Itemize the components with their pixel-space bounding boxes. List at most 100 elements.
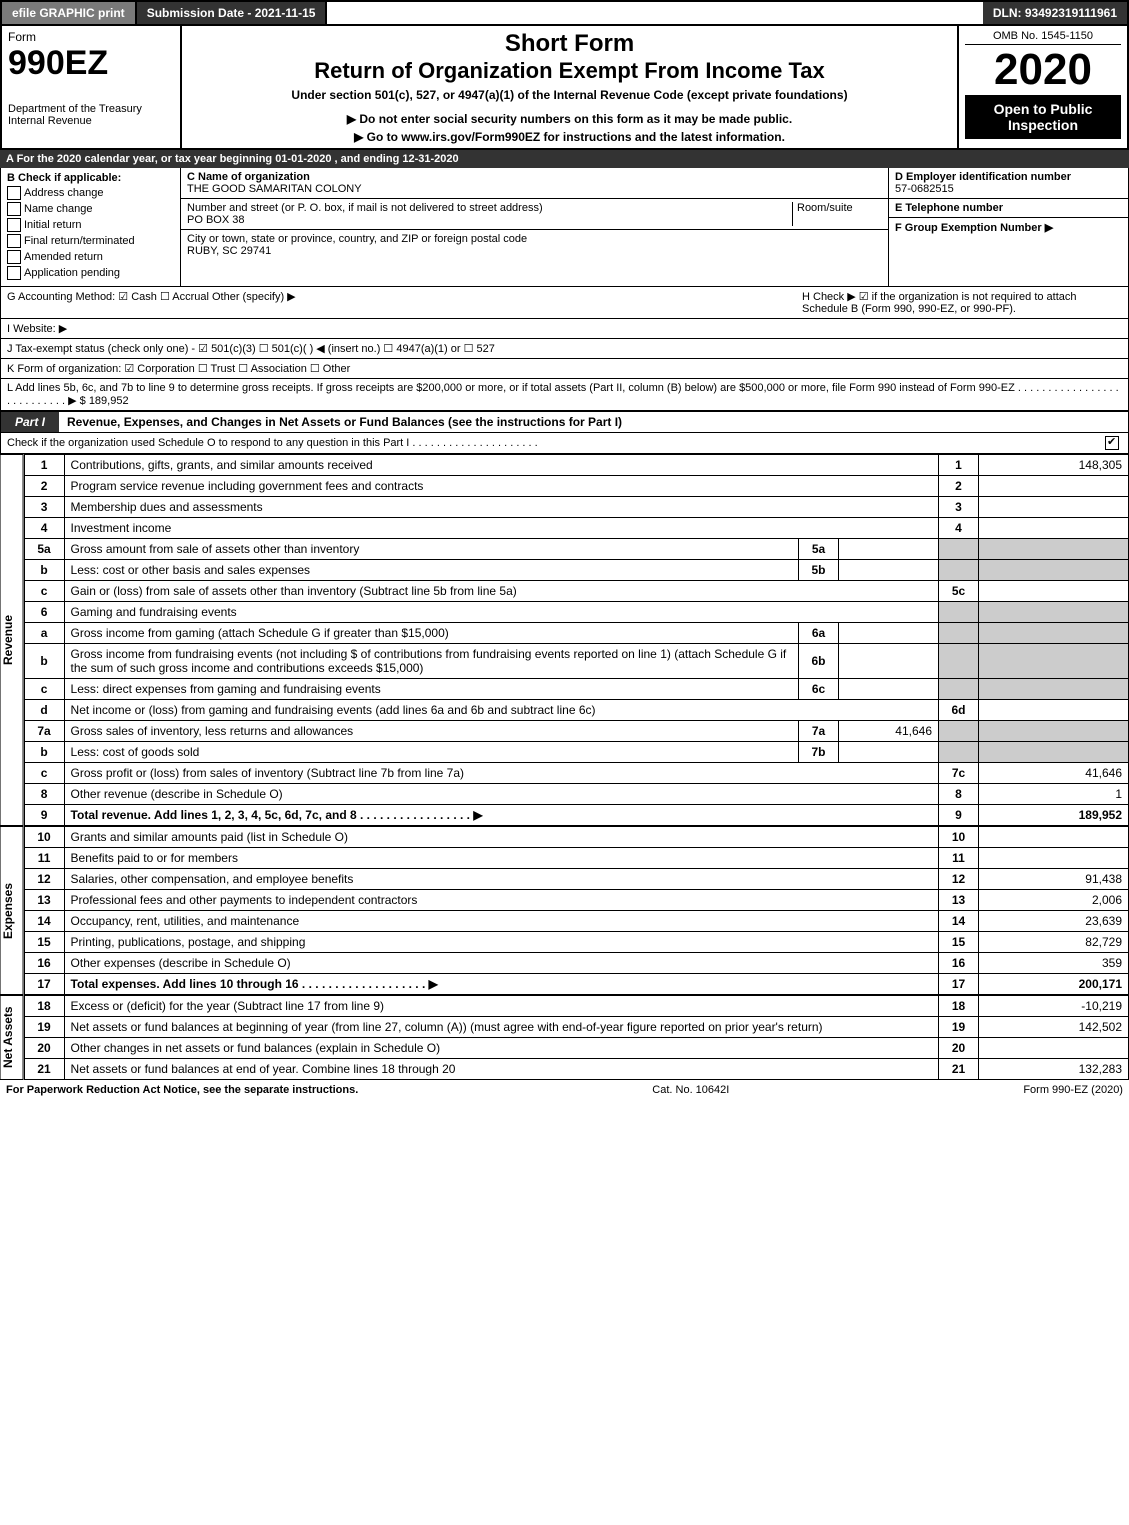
table-row: 20Other changes in net assets or fund ba… [24, 1038, 1128, 1059]
net-assets-label-vertical: Net Assets [0, 995, 24, 1080]
table-row: 5aGross amount from sale of assets other… [24, 539, 1128, 560]
line-number: 19 [24, 1017, 64, 1038]
table-row: 16Other expenses (describe in Schedule O… [24, 953, 1128, 974]
line-amount [979, 848, 1129, 869]
check-final-return[interactable]: Final return/terminated [7, 234, 174, 248]
city-label: City or town, state or province, country… [187, 233, 527, 245]
form-number: 990EZ [8, 44, 174, 83]
sub-line-number: 6a [799, 623, 839, 644]
line-number: 16 [24, 953, 64, 974]
line-ref-shaded [939, 644, 979, 679]
check-name-change[interactable]: Name change [7, 202, 174, 216]
table-row: 19Net assets or fund balances at beginni… [24, 1017, 1128, 1038]
line-description: Net assets or fund balances at beginning… [64, 1017, 938, 1038]
subtitle: Under section 501(c), 527, or 4947(a)(1)… [188, 88, 951, 102]
line-number: 1 [24, 455, 64, 476]
irs-label: Internal Revenue [8, 115, 174, 127]
line-description: Total expenses. Add lines 10 through 16 … [64, 974, 938, 995]
table-row: dNet income or (loss) from gaming and fu… [24, 700, 1128, 721]
check-initial-return[interactable]: Initial return [7, 218, 174, 232]
line-amount-shaded [979, 742, 1129, 763]
schedule-o-checkbox[interactable] [1105, 436, 1119, 450]
net-assets-table: 18Excess or (deficit) for the year (Subt… [24, 995, 1129, 1080]
line-description: Gross income from fundraising events (no… [64, 644, 798, 679]
sub-line-amount [839, 742, 939, 763]
table-row: 21Net assets or fund balances at end of … [24, 1059, 1128, 1080]
line-amount [979, 581, 1129, 602]
line-amount: 91,438 [979, 869, 1129, 890]
efile-print-button[interactable]: efile GRAPHIC print [2, 2, 137, 24]
line-ref: 12 [939, 869, 979, 890]
line-ref-shaded [939, 623, 979, 644]
schedule-b-check: H Check ▶ ☑ if the organization is not r… [802, 290, 1122, 315]
right-info-col: D Employer identification number 57-0682… [888, 168, 1128, 286]
tax-exempt-status: J Tax-exempt status (check only one) - ☑… [0, 339, 1129, 359]
line-number: 14 [24, 911, 64, 932]
table-row: cGross profit or (loss) from sales of in… [24, 763, 1128, 784]
addr-label: Number and street (or P. O. box, if mail… [187, 202, 543, 214]
line-description: Net income or (loss) from gaming and fun… [64, 700, 938, 721]
line-description: Excess or (deficit) for the year (Subtra… [64, 996, 938, 1017]
revenue-table: 1Contributions, gifts, grants, and simil… [24, 454, 1129, 826]
page-footer: For Paperwork Reduction Act Notice, see … [0, 1080, 1129, 1100]
open-to-public: Open to Public Inspection [965, 95, 1121, 139]
part-i-check-text: Check if the organization used Schedule … [7, 437, 1105, 449]
line-number: 11 [24, 848, 64, 869]
form-word: Form [8, 30, 174, 44]
box-b-title: B Check if applicable: [7, 172, 174, 184]
line-ref: 13 [939, 890, 979, 911]
table-row: bLess: cost or other basis and sales exp… [24, 560, 1128, 581]
line-amount [979, 700, 1129, 721]
table-row: 7aGross sales of inventory, less returns… [24, 721, 1128, 742]
table-row: 13Professional fees and other payments t… [24, 890, 1128, 911]
line-description: Less: cost of goods sold [64, 742, 798, 763]
part-i-header: Part I Revenue, Expenses, and Changes in… [0, 411, 1129, 433]
line-number: 20 [24, 1038, 64, 1059]
line-amount: 148,305 [979, 455, 1129, 476]
omb-number: OMB No. 1545-1150 [965, 30, 1121, 45]
sub-line-amount: 41,646 [839, 721, 939, 742]
line-ref-shaded [939, 602, 979, 623]
goto-link[interactable]: ▶ Go to www.irs.gov/Form990EZ for instru… [188, 130, 951, 144]
line-description: Occupancy, rent, utilities, and maintena… [64, 911, 938, 932]
sub-line-amount [839, 623, 939, 644]
form-header: Form 990EZ Department of the Treasury In… [0, 26, 1129, 150]
sub-line-number: 6c [799, 679, 839, 700]
main-title: Return of Organization Exempt From Incom… [188, 58, 951, 84]
line-description: Other changes in net assets or fund bala… [64, 1038, 938, 1059]
table-row: 9Total revenue. Add lines 1, 2, 3, 4, 5c… [24, 805, 1128, 826]
line-description: Total revenue. Add lines 1, 2, 3, 4, 5c,… [64, 805, 938, 826]
sub-line-number: 5a [799, 539, 839, 560]
line-number: b [24, 560, 64, 581]
line-amount-shaded [979, 679, 1129, 700]
line-number: c [24, 763, 64, 784]
line-amount-shaded [979, 644, 1129, 679]
gross-receipts-note: L Add lines 5b, 6c, and 7b to line 9 to … [0, 379, 1129, 411]
part-i-check-note: Check if the organization used Schedule … [0, 433, 1129, 454]
check-address-change[interactable]: Address change [7, 186, 174, 200]
line-number: 9 [24, 805, 64, 826]
line-ref: 14 [939, 911, 979, 932]
check-application-pending[interactable]: Application pending [7, 266, 174, 280]
table-row: 10Grants and similar amounts paid (list … [24, 827, 1128, 848]
table-row: 18Excess or (deficit) for the year (Subt… [24, 996, 1128, 1017]
topbar-spacer [327, 2, 982, 24]
line-number: 15 [24, 932, 64, 953]
line-ref: 3 [939, 497, 979, 518]
sub-line-amount [839, 644, 939, 679]
table-row: 1Contributions, gifts, grants, and simil… [24, 455, 1128, 476]
sub-line-number: 7b [799, 742, 839, 763]
check-amended-return[interactable]: Amended return [7, 250, 174, 264]
line-description: Salaries, other compensation, and employ… [64, 869, 938, 890]
submission-date-button[interactable]: Submission Date - 2021-11-15 [137, 2, 328, 24]
accounting-method: G Accounting Method: ☑ Cash ☐ Accrual Ot… [7, 290, 802, 315]
line-number: 21 [24, 1059, 64, 1080]
line-number: 5a [24, 539, 64, 560]
line-number: 4 [24, 518, 64, 539]
line-amount-shaded [979, 623, 1129, 644]
line-amount: 82,729 [979, 932, 1129, 953]
box-f-label: F Group Exemption Number ▶ [895, 222, 1053, 234]
line-ref: 2 [939, 476, 979, 497]
part-i-tab: Part I [1, 412, 59, 432]
line-amount [979, 827, 1129, 848]
